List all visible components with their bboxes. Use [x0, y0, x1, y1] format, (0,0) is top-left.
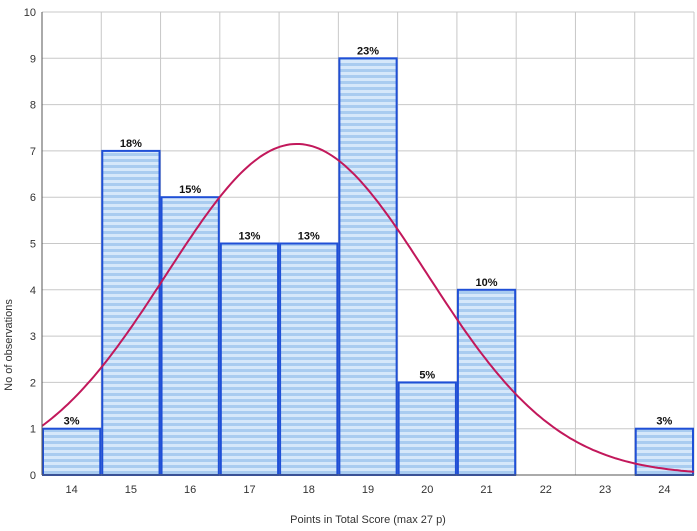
- x-tick-label: 21: [480, 484, 492, 496]
- y-tick-label: 6: [30, 192, 36, 204]
- bar: [397, 381, 457, 476]
- bar: [634, 427, 695, 477]
- y-tick-label: 2: [30, 377, 36, 389]
- bar: [219, 242, 280, 476]
- x-tick-label: 19: [362, 484, 374, 496]
- bar: [456, 288, 517, 476]
- bars: [42, 57, 695, 477]
- x-tick-label: 16: [184, 484, 196, 496]
- bar: [101, 149, 161, 476]
- bar-data-label: 5%: [419, 369, 435, 381]
- x-tick-label: 23: [599, 484, 611, 496]
- y-tick-label: 8: [30, 100, 36, 112]
- y-tick-label: 0: [30, 470, 36, 482]
- normal-curve-line: [41, 143, 695, 473]
- bar-data-label: 13%: [298, 231, 320, 243]
- x-tick-label: 18: [303, 484, 315, 496]
- y-tick-label: 7: [30, 146, 36, 158]
- bar-data-label: 18%: [120, 138, 142, 150]
- bar-data-label: 15%: [179, 184, 201, 196]
- bar-data-label: 3%: [656, 416, 672, 428]
- y-tick-label: 4: [30, 285, 36, 297]
- bar: [279, 242, 339, 476]
- x-tick-label: 24: [658, 484, 670, 496]
- x-tick-label: 14: [66, 484, 78, 496]
- y-tick-label: 5: [30, 239, 36, 251]
- x-tick-label: 22: [540, 484, 552, 496]
- y-axis-title: No of observations: [3, 299, 15, 391]
- bar-data-label: 3%: [64, 416, 80, 428]
- bar: [160, 196, 220, 476]
- bar-data-label: 13%: [238, 231, 260, 243]
- y-tick-label: 9: [30, 53, 36, 65]
- normal-curve-overlay: [41, 143, 695, 473]
- data-labels: 3% 18% 15% 13% 13% 23% 5% 10% 3%: [64, 45, 673, 427]
- x-axis-title: Points in Total Score (max 27 p): [290, 514, 446, 526]
- x-tick-label: 20: [421, 484, 433, 496]
- bar: [42, 427, 102, 477]
- y-tick-label: 1: [30, 424, 36, 436]
- bar-data-label: 23%: [357, 45, 379, 57]
- y-tick-label: 10: [24, 7, 36, 19]
- bar: [338, 57, 398, 477]
- bar-data-label: 10%: [476, 277, 498, 289]
- x-tick-label: 15: [125, 484, 137, 496]
- x-tick-label: 17: [243, 484, 255, 496]
- y-tick-label: 3: [30, 331, 36, 343]
